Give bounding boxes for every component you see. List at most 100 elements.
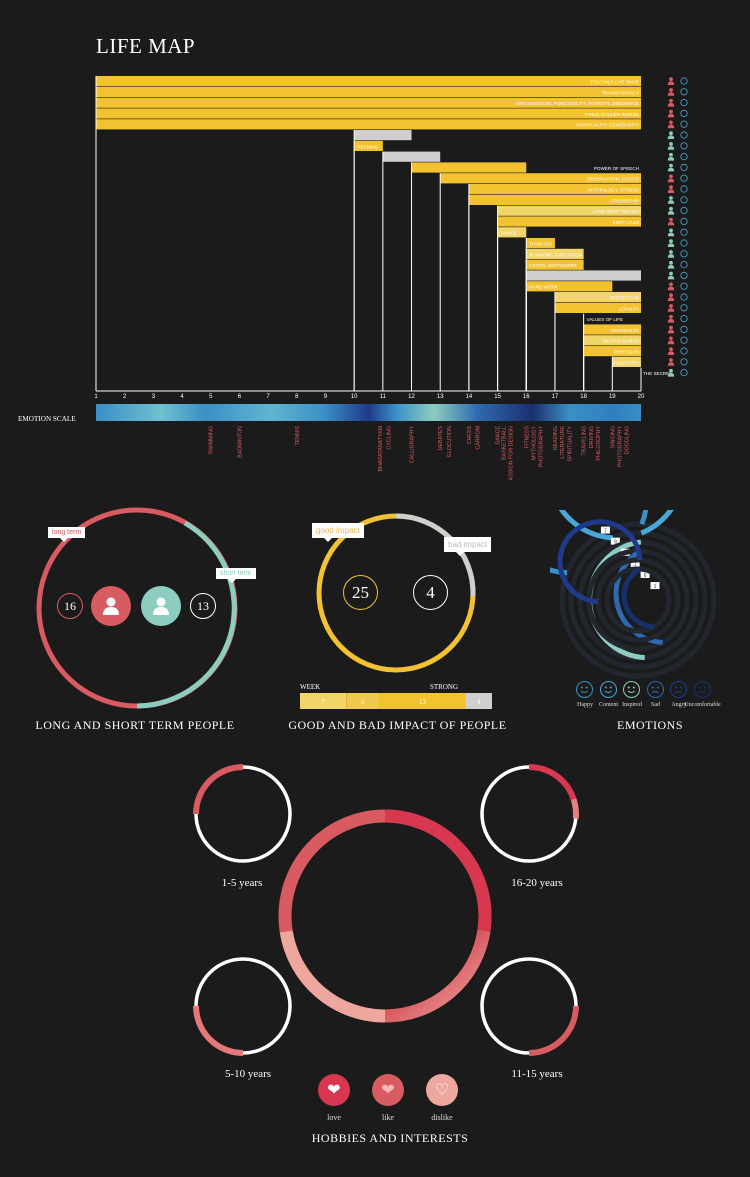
person-icon [667, 88, 675, 96]
hobby-label: PHILOSOPHY [596, 426, 602, 461]
angry-face-icon [680, 239, 688, 247]
impact-title: GOOD AND BAD IMPACT OF PEOPLE [288, 718, 507, 732]
content-face-icon [680, 368, 688, 377]
hobby-label: SPIRITUALITY [567, 426, 573, 462]
scale-value: 4 [477, 698, 481, 706]
value-label: DIGITAL SOFTWARES [529, 263, 577, 268]
person-icon [667, 185, 675, 193]
value-bar [497, 227, 527, 238]
person-icon [667, 239, 675, 247]
dislike-heart-icon: ♡ [426, 1074, 458, 1106]
content-face-icon [680, 325, 688, 333]
value-label: THINK BIG [529, 242, 552, 247]
content-face-icon [680, 314, 688, 323]
long-term-count: 16 [57, 593, 83, 619]
emotion-value: 1 [634, 562, 637, 568]
value-label: PERFECTION [609, 296, 639, 301]
sad-face-icon [646, 681, 664, 698]
person-icon [667, 347, 675, 355]
value-label: VALUES OF LIFE [587, 317, 623, 322]
uncomfortable-face-icon [693, 681, 711, 698]
x-tick-label: 6 [238, 394, 242, 400]
period-label-16-20: 16-20 years [511, 877, 563, 889]
hobby-label: DRIVING [589, 426, 595, 448]
hobby-label: CARROM [476, 426, 482, 450]
happy-face-icon [680, 217, 688, 225]
scale-segment [465, 693, 492, 709]
emotion-value-tag [610, 537, 620, 545]
value-label: READING [357, 144, 378, 149]
page-title: LIFE MAP [96, 34, 196, 58]
value-bar [96, 76, 641, 87]
x-tick-label: 18 [580, 394, 587, 400]
person-icon [667, 293, 675, 301]
happy-face-icon [680, 109, 688, 118]
content-face-icon [599, 681, 617, 698]
x-tick-label: 17 [552, 394, 559, 400]
hobby-label: PHOTOGRAPHY [539, 426, 545, 468]
value-label: FRIENDSHIP [611, 198, 639, 203]
emotion-value-tag [640, 570, 650, 578]
happy-face-icon [680, 304, 688, 312]
happy-face-icon [680, 358, 688, 366]
emotion-ring-uncomfortable [621, 566, 654, 630]
life-map-chart: YOU ONLY LIVE ONCE TRANSPARENCY ORGANISATI… [18, 76, 688, 480]
scale-value: 7 [321, 698, 325, 706]
value-label: POWER OF SPEECH [594, 166, 639, 171]
value-label: PRECISION [614, 350, 639, 355]
content-face-icon [680, 88, 688, 96]
person-icon [667, 217, 675, 226]
person-icon [667, 368, 675, 377]
period-like-arc [570, 798, 579, 819]
hobby-label: BASKETBALL [501, 426, 507, 460]
value-bar [468, 184, 641, 195]
short-term-tag: short term [216, 568, 256, 583]
emotion-value: 9 [614, 539, 617, 545]
scale-value: 13 [419, 698, 427, 706]
value-label: PLANNING, EXECUTION [529, 252, 582, 257]
value-label: HARD WORK [529, 285, 559, 290]
uncomfortable-face-icon [680, 153, 688, 161]
value-bar [354, 140, 383, 151]
period-like-arc [193, 1005, 244, 1056]
value-bar [382, 151, 441, 162]
x-tick-label: 4 [180, 394, 184, 400]
x-tick-label: 20 [638, 394, 645, 400]
x-tick-label: 11 [380, 394, 387, 400]
long-short-title: LONG AND SHORT TERM PEOPLE [35, 718, 235, 732]
person-icon [667, 152, 675, 161]
person-icon [667, 98, 675, 107]
emotion-legend-label: Uncomfortable [684, 702, 721, 708]
bad-impact-tag: bad impact [444, 537, 492, 556]
short-term-person-icon [141, 586, 181, 626]
value-label: SPIRITUALITY, GENEROSITY [576, 123, 639, 128]
value-label: LOVE WHAT YOU DO [593, 209, 639, 214]
angry-face-icon [680, 260, 688, 269]
scale-week-label: WEEK [300, 683, 321, 691]
main-ring-dislike [279, 930, 386, 1023]
period-label-11-15: 11-15 years [511, 1068, 563, 1080]
value-label: THE SECRET [643, 371, 672, 376]
period-like-arc [193, 764, 244, 815]
hobby-label: DOODLING [625, 426, 631, 454]
hobby-label: BHARATANATYAM [378, 426, 384, 472]
long-term-person-icon [91, 586, 131, 626]
emotion-legend-label: Angry [671, 702, 687, 708]
person-icon [667, 282, 675, 291]
good-impact-count: 25 [343, 575, 378, 610]
value-bar [554, 302, 641, 313]
value-label: TRANSPARENCY [602, 90, 639, 95]
emotion-scale-label: EMOTION SCALE [18, 415, 76, 423]
value-bar [96, 86, 641, 97]
emotion-ring-angry [557, 519, 643, 605]
period-love-arc [528, 764, 577, 801]
value-label: MYTHOLOGY, FITNESS [588, 188, 639, 193]
person-icon [667, 206, 675, 215]
value-bar [583, 313, 641, 324]
angry-face-icon [670, 681, 687, 698]
value-bar [526, 248, 584, 259]
hobby-label: PASSION FOR DESIGN [508, 426, 514, 480]
x-tick-label: 8 [295, 394, 299, 400]
main-ring-love [384, 809, 492, 932]
